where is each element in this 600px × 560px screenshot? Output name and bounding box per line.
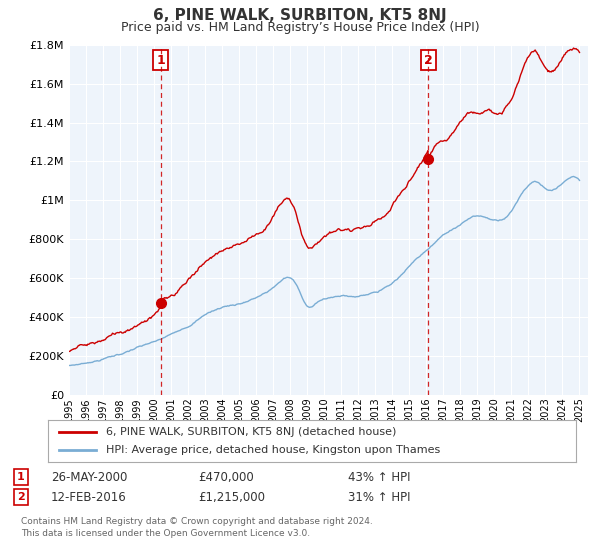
Text: 2: 2 [424, 54, 433, 67]
Text: HPI: Average price, detached house, Kingston upon Thames: HPI: Average price, detached house, King… [106, 445, 440, 455]
Text: 31% ↑ HPI: 31% ↑ HPI [348, 491, 410, 504]
Text: 2: 2 [17, 492, 25, 502]
Text: 1: 1 [156, 54, 165, 67]
Text: 6, PINE WALK, SURBITON, KT5 8NJ: 6, PINE WALK, SURBITON, KT5 8NJ [153, 8, 447, 24]
Text: £1,215,000: £1,215,000 [198, 491, 265, 504]
Text: Price paid vs. HM Land Registry’s House Price Index (HPI): Price paid vs. HM Land Registry’s House … [121, 21, 479, 34]
Text: 1: 1 [17, 472, 25, 482]
Text: 26-MAY-2000: 26-MAY-2000 [51, 470, 127, 484]
Text: 12-FEB-2016: 12-FEB-2016 [51, 491, 127, 504]
Text: 6, PINE WALK, SURBITON, KT5 8NJ (detached house): 6, PINE WALK, SURBITON, KT5 8NJ (detache… [106, 427, 397, 437]
Text: 43% ↑ HPI: 43% ↑ HPI [348, 470, 410, 484]
Text: Contains HM Land Registry data © Crown copyright and database right 2024.: Contains HM Land Registry data © Crown c… [21, 517, 373, 526]
Text: £470,000: £470,000 [198, 470, 254, 484]
Text: This data is licensed under the Open Government Licence v3.0.: This data is licensed under the Open Gov… [21, 529, 310, 538]
